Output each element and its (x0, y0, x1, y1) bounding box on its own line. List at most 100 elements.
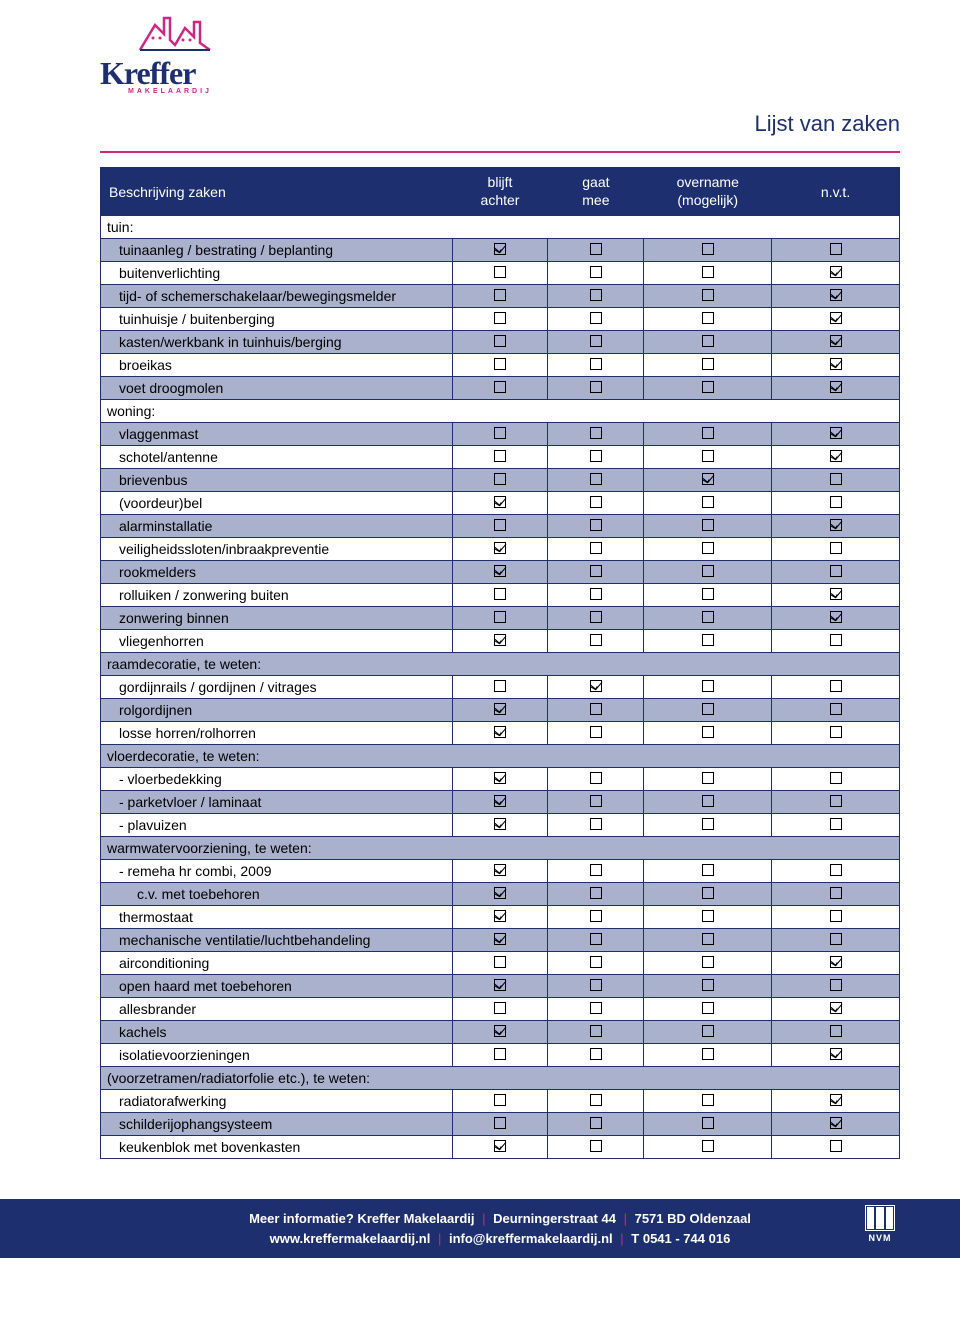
checkbox-cell (644, 768, 772, 791)
checkbox-empty-icon (590, 726, 602, 738)
checkbox-cell (452, 883, 548, 906)
checkbox-checked-icon (494, 703, 506, 715)
checkbox-cell (772, 998, 900, 1021)
checkbox-cell (452, 630, 548, 653)
checkbox-empty-icon (494, 1117, 506, 1129)
checkbox-cell (452, 492, 548, 515)
checkbox-empty-icon (494, 611, 506, 623)
checkbox-cell (548, 975, 644, 998)
checkbox-checked-icon (830, 450, 842, 462)
checkbox-empty-icon (590, 358, 602, 370)
checkbox-cell (772, 768, 900, 791)
item-label: allesbrander (101, 998, 453, 1021)
item-label: tuinhuisje / buitenberging (101, 308, 453, 331)
checkbox-empty-icon (590, 266, 602, 278)
checkbox-empty-icon (702, 611, 714, 623)
checkbox-empty-icon (830, 979, 842, 991)
checkbox-cell (644, 584, 772, 607)
checkbox-checked-icon (494, 1140, 506, 1152)
checkbox-cell (644, 860, 772, 883)
footer: Meer informatie? Kreffer Makelaardij | D… (0, 1199, 960, 1258)
item-row: tuinhuisje / buitenberging (101, 308, 900, 331)
checkbox-empty-icon (494, 289, 506, 301)
item-label: radiatorafwerking (101, 1090, 453, 1113)
category-row: (voorzetramen/radiatorfolie etc.), te we… (101, 1067, 900, 1090)
checkbox-empty-icon (702, 1025, 714, 1037)
category-label: (voorzetramen/radiatorfolie etc.), te we… (101, 1067, 900, 1090)
checkbox-checked-icon (702, 473, 714, 485)
checkbox-checked-icon (830, 289, 842, 301)
checkbox-empty-icon (590, 1048, 602, 1060)
logo-text: Kreffer (100, 55, 195, 92)
checkbox-cell (548, 1090, 644, 1113)
checkbox-cell (548, 722, 644, 745)
checkbox-cell (548, 354, 644, 377)
checkbox-checked-icon (830, 588, 842, 600)
item-label: vliegenhorren (101, 630, 453, 653)
items-table: Beschrijving zaken blijftachter gaatmee … (100, 167, 900, 1159)
item-label: thermostaat (101, 906, 453, 929)
checkbox-cell (548, 262, 644, 285)
checkbox-cell (644, 630, 772, 653)
footer-line1c: 7571 BD Oldenzaal (635, 1211, 751, 1226)
checkbox-empty-icon (702, 933, 714, 945)
checkbox-cell (644, 1021, 772, 1044)
checkbox-empty-icon (494, 335, 506, 347)
item-label: buitenverlichting (101, 262, 453, 285)
checkbox-cell (772, 860, 900, 883)
checkbox-empty-icon (590, 1094, 602, 1106)
item-label: kasten/werkbank in tuinhuis/berging (101, 331, 453, 354)
checkbox-cell (452, 1136, 548, 1159)
checkbox-cell (772, 423, 900, 446)
item-label: - vloerbedekking (101, 768, 453, 791)
item-row: zonwering binnen (101, 607, 900, 630)
item-label: - plavuizen (101, 814, 453, 837)
item-label: isolatievoorzieningen (101, 1044, 453, 1067)
checkbox-cell (452, 860, 548, 883)
checkbox-cell (452, 561, 548, 584)
checkbox-cell (452, 699, 548, 722)
item-row: buitenverlichting (101, 262, 900, 285)
checkbox-cell (644, 285, 772, 308)
item-label: tijd- of schemerschakelaar/bewegingsmeld… (101, 285, 453, 308)
category-row: raamdecoratie, te weten: (101, 653, 900, 676)
checkbox-cell (772, 814, 900, 837)
checkbox-checked-icon (590, 680, 602, 692)
checkbox-empty-icon (494, 427, 506, 439)
checkbox-cell (644, 906, 772, 929)
checkbox-cell (644, 998, 772, 1021)
checkbox-cell (772, 630, 900, 653)
checkbox-empty-icon (590, 565, 602, 577)
checkbox-cell (452, 331, 548, 354)
item-row: kasten/werkbank in tuinhuis/berging (101, 331, 900, 354)
item-label: c.v. met toebehoren (101, 883, 453, 906)
checkbox-checked-icon (494, 933, 506, 945)
checkbox-empty-icon (590, 1025, 602, 1037)
checkbox-empty-icon (830, 473, 842, 485)
checkbox-empty-icon (494, 358, 506, 370)
checkbox-empty-icon (590, 703, 602, 715)
checkbox-empty-icon (702, 1140, 714, 1152)
checkbox-cell (452, 975, 548, 998)
checkbox-empty-icon (702, 565, 714, 577)
category-label: woning: (101, 400, 900, 423)
checkbox-cell (644, 952, 772, 975)
checkbox-checked-icon (830, 358, 842, 370)
checkbox-cell (772, 262, 900, 285)
checkbox-empty-icon (590, 496, 602, 508)
checkbox-cell (452, 1113, 548, 1136)
checkbox-cell (548, 906, 644, 929)
checkbox-cell (452, 239, 548, 262)
item-row: open haard met toebehoren (101, 975, 900, 998)
checkbox-empty-icon (702, 772, 714, 784)
item-row: schilderijophangsysteem (101, 1113, 900, 1136)
checkbox-empty-icon (702, 312, 714, 324)
category-label: vloerdecoratie, te weten: (101, 745, 900, 768)
item-row: airconditioning (101, 952, 900, 975)
item-row: gordijnrails / gordijnen / vitrages (101, 676, 900, 699)
checkbox-cell (772, 1113, 900, 1136)
checkbox-cell (548, 285, 644, 308)
item-label: kachels (101, 1021, 453, 1044)
checkbox-cell (452, 906, 548, 929)
checkbox-cell (772, 446, 900, 469)
